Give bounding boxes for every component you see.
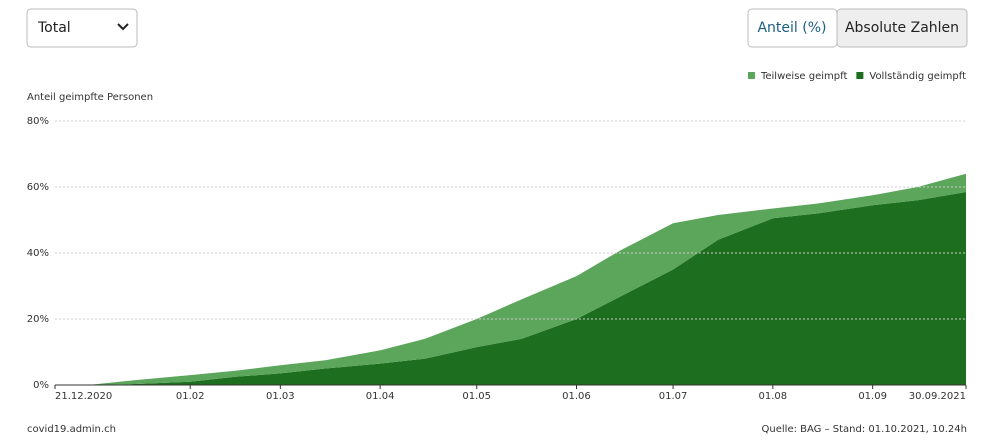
x-tick-label: 01.03 <box>266 391 295 402</box>
x-tick-label: 01.06 <box>562 391 591 402</box>
legend-label: Vollständig geimpft <box>869 71 966 82</box>
x-tick-label: 01.08 <box>759 391 788 402</box>
area <box>55 173 966 385</box>
x-tick-label: 01.04 <box>366 391 395 402</box>
y-tick-label: 20% <box>27 314 49 325</box>
footer-left: covid19.admin.ch <box>27 424 116 435</box>
x-tick-label: 01.07 <box>659 391 688 402</box>
legend-swatch <box>856 72 864 79</box>
y-tick-label: 0% <box>33 380 49 391</box>
x-tick-label: 01.02 <box>176 391 205 402</box>
y-axis-label: Anteil geimpfte Personen <box>27 92 153 103</box>
y-tick-label: 60% <box>27 182 49 193</box>
legend-label: Teilweise geimpft <box>760 71 847 82</box>
toggle-button[interactable] <box>836 8 968 48</box>
x-tick-label: 01.09 <box>858 391 887 402</box>
footer-right: Quelle: BAG – Stand: 01.10.2021, 10.24h <box>762 424 967 435</box>
button-label[interactable]: Anteil (%) <box>757 20 826 36</box>
y-tick-label: 40% <box>27 248 49 259</box>
button-label[interactable]: Absolute Zahlen <box>845 20 959 36</box>
area <box>55 192 966 385</box>
dropdown-arrow[interactable] <box>117 23 129 31</box>
dropdown-label[interactable]: Total <box>37 20 71 36</box>
x-tick-label: 21.12.2020 <box>55 391 112 402</box>
x-tick-label: 01.05 <box>462 391 491 402</box>
x-tick-label: 30.09.2021 <box>909 391 966 402</box>
dropdown-box[interactable] <box>26 8 138 48</box>
y-tick-label: 80% <box>27 116 49 127</box>
dropdown[interactable]: Total <box>26 8 138 48</box>
legend-swatch <box>747 72 755 79</box>
